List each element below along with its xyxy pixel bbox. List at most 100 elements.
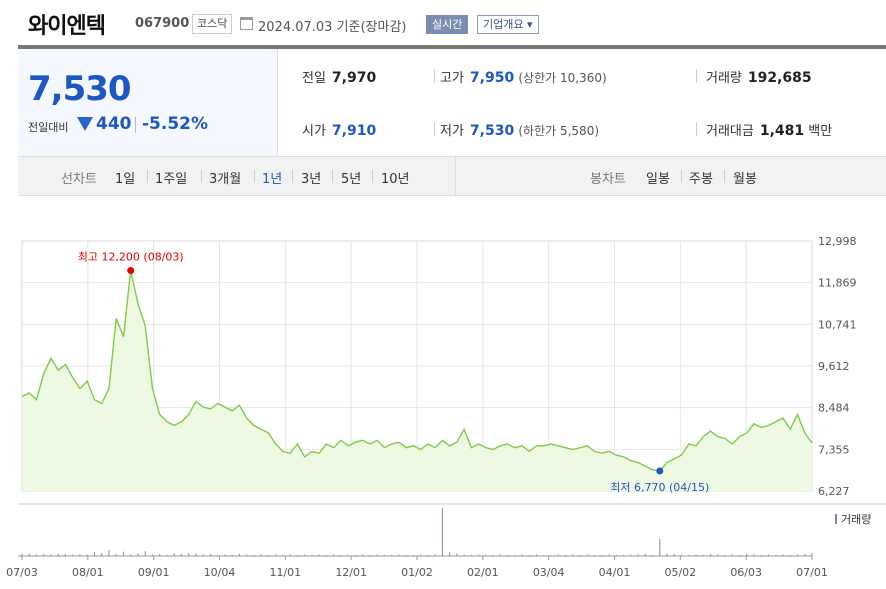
x-tick-label: 06/03 — [730, 566, 762, 579]
volume-bar — [434, 554, 436, 556]
realtime-button[interactable]: 실시간 — [426, 15, 469, 34]
tab-3m[interactable]: 3개월 — [209, 172, 242, 187]
volume-bar — [695, 554, 697, 556]
y-tick-label: 8,484 — [818, 402, 850, 415]
header-divider — [18, 45, 886, 49]
company-info-dropdown[interactable]: 기업개요 ▾ — [477, 15, 539, 34]
x-tick-label: 07/03 — [6, 566, 38, 579]
tab-10y[interactable]: 10년 — [381, 172, 410, 187]
volume-bar — [333, 554, 335, 556]
market-badge: 코스닥 — [192, 14, 233, 34]
volume-bar — [304, 554, 306, 556]
volume-bar — [463, 554, 465, 556]
tab-5y[interactable]: 5년 — [341, 172, 362, 187]
volume-bar — [391, 555, 393, 556]
volume-bar — [492, 555, 494, 556]
tab-1y[interactable]: 1년 — [262, 172, 283, 187]
divider — [135, 117, 136, 133]
quote-panel: 7,530 전일대비 440 -5.52% 전일 7,970 고가 7,950 (상… — [18, 49, 886, 157]
volume-bar — [579, 555, 581, 556]
volume-bar — [789, 555, 791, 556]
volume-bar — [137, 553, 139, 556]
divider — [254, 170, 255, 183]
volume-legend-swatch — [835, 514, 837, 524]
volume-bar — [630, 554, 632, 556]
quote-date: 2024.07.03 기준(장마감) — [258, 20, 407, 35]
volume-bar — [521, 554, 523, 556]
volume-bar — [130, 554, 132, 556]
down-triangle-icon — [77, 117, 93, 131]
volume-bar — [615, 555, 617, 556]
volume-bar — [296, 555, 298, 556]
volume-bar — [93, 552, 95, 556]
volume-bar — [637, 554, 639, 556]
volume-bar — [166, 555, 168, 556]
divider — [681, 170, 682, 183]
tab-1w[interactable]: 1주일 — [155, 172, 188, 187]
volume-bar — [659, 538, 661, 556]
volume-bar — [79, 554, 81, 556]
volume-bar — [724, 555, 726, 556]
volume-bar — [666, 553, 668, 556]
volume-bar — [398, 554, 400, 556]
volume-bar — [427, 555, 429, 556]
volume-bar — [224, 554, 226, 556]
volume-bar — [753, 554, 755, 556]
volume-bar — [536, 554, 538, 556]
volume-bar — [601, 555, 603, 556]
tab-1d[interactable]: 1일 — [115, 172, 136, 187]
volume-bar — [21, 554, 23, 556]
volume-bar — [43, 554, 45, 556]
volume-bar — [318, 554, 320, 556]
volume-bar — [673, 554, 675, 556]
stock-name: 와이엔텍 — [28, 14, 106, 39]
volume-bar — [405, 555, 407, 556]
candle-chart-label: 봉차트 — [590, 172, 626, 187]
tab-weekly[interactable]: 주봉 — [689, 172, 713, 187]
volume-bar — [115, 554, 117, 556]
x-tick-label: 08/01 — [72, 566, 104, 579]
volume-bar — [507, 555, 509, 556]
volume-bar — [195, 553, 197, 556]
min-price-marker — [656, 467, 664, 475]
volume-bar — [347, 555, 349, 556]
volume-bar — [485, 555, 487, 556]
volume-bar — [180, 554, 182, 556]
compare-label: 전일대비 — [28, 121, 69, 134]
calendar-icon[interactable] — [240, 17, 253, 30]
volume-bar — [811, 553, 813, 556]
price-box: 7,530 전일대비 440 -5.52% — [18, 49, 278, 156]
volume-bar — [383, 555, 385, 556]
volume-bar — [35, 554, 37, 556]
price-change-percent: -5.52% — [142, 114, 209, 134]
min-price-label: 최저 6,770 (04/15) — [610, 481, 709, 494]
volume-bar — [456, 553, 458, 556]
volume-bar — [565, 555, 567, 556]
divider — [434, 69, 435, 83]
volume-bar — [702, 555, 704, 556]
stock-code: 067900 — [135, 16, 190, 31]
volume-bar — [478, 554, 480, 556]
volume-bar — [311, 555, 313, 556]
volume-bar — [470, 555, 472, 556]
volume-bar — [775, 555, 777, 556]
x-tick-label: 04/01 — [599, 566, 631, 579]
x-tick-label: 01/02 — [401, 566, 433, 579]
max-price-marker — [127, 266, 135, 274]
volume-bar — [50, 554, 52, 556]
tab-monthly[interactable]: 월봉 — [733, 172, 757, 187]
volume-bar — [173, 553, 175, 556]
volume-bar — [188, 553, 190, 556]
trade-amount: 거래대금 1,481 백만 — [706, 123, 833, 139]
line-chart-label: 선차트 — [61, 172, 97, 187]
tab-daily[interactable]: 일봉 — [646, 172, 670, 187]
y-tick-label: 6,227 — [818, 485, 850, 498]
volume-bar — [746, 554, 748, 556]
volume-bar — [340, 555, 342, 556]
tab-3y[interactable]: 3년 — [301, 172, 322, 187]
volume-bar — [101, 553, 103, 556]
volume-bar — [499, 554, 501, 556]
volume-bar — [652, 555, 654, 556]
divider — [201, 170, 202, 183]
volume-bar — [231, 555, 233, 556]
